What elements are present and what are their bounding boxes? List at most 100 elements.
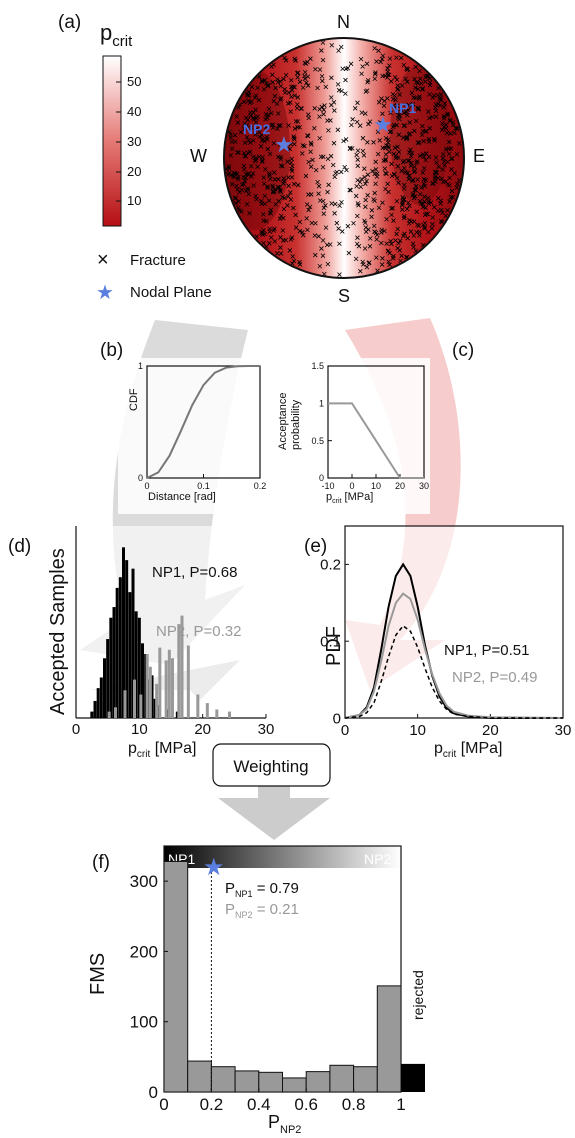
fracture-marker — [429, 226, 435, 231]
fracture-marker — [408, 153, 414, 159]
fracture-marker — [414, 80, 419, 85]
fracture-marker — [436, 196, 441, 201]
fracture-marker — [369, 214, 374, 220]
fracture-marker — [355, 100, 360, 106]
fracture-marker — [359, 71, 364, 77]
fracture-marker — [421, 222, 426, 228]
p-np1-text: PNP1 = 0.79 — [225, 880, 299, 899]
fracture-marker — [278, 251, 284, 256]
fracture-marker — [343, 91, 348, 96]
fracture-marker — [394, 175, 400, 181]
np2-bar — [171, 658, 174, 718]
fracture-marker — [445, 112, 451, 118]
fracture-marker — [420, 87, 425, 92]
fracture-marker — [454, 185, 460, 190]
fracture-marker — [305, 59, 310, 65]
fracture-marker — [273, 85, 278, 91]
panel-e-xlabel: pcrit [MPa] — [434, 740, 502, 760]
fracture-marker — [263, 166, 268, 172]
fracture-marker — [403, 76, 408, 82]
fracture-marker — [401, 196, 407, 202]
fracture-marker — [401, 215, 407, 221]
fracture-marker — [345, 65, 351, 71]
fracture-marker — [289, 175, 295, 180]
fracture-marker — [288, 190, 293, 195]
fracture-marker — [452, 171, 457, 176]
np2-bar — [186, 645, 190, 718]
fracture-marker — [399, 83, 405, 88]
fracture-marker — [450, 194, 455, 200]
fracture-marker — [313, 220, 318, 226]
fracture-marker — [321, 107, 327, 113]
colorbar-tick: 20 — [127, 164, 141, 179]
fracture-marker — [317, 135, 322, 141]
fracture-marker — [422, 183, 428, 189]
fracture-marker — [226, 164, 231, 169]
fracture-marker — [389, 173, 395, 179]
fracture-marker — [272, 177, 278, 182]
fracture-marker — [439, 219, 445, 225]
fracture-marker — [233, 195, 238, 200]
fracture-marker — [312, 252, 318, 258]
fracture-marker — [386, 72, 392, 78]
fracture-marker — [348, 61, 354, 67]
fracture-marker — [394, 198, 400, 204]
axes-frame — [344, 525, 564, 719]
fracture-marker — [420, 152, 426, 157]
fracture-marker — [261, 86, 267, 92]
panel-f-plot: 0 0.2 0.4 0.6 0.8 1 0 100 200 300 — [130, 845, 425, 1114]
fracture-marker — [430, 215, 435, 220]
fracture-marker — [366, 121, 371, 127]
fracture-marker — [397, 238, 403, 244]
fracture-marker — [229, 146, 235, 151]
fracture-marker — [417, 94, 422, 99]
fracture-marker — [292, 84, 297, 90]
fracture-marker — [387, 56, 393, 61]
fracture-marker — [323, 225, 329, 230]
fracture-marker — [275, 77, 280, 82]
fracture-marker — [276, 154, 281, 160]
weighting-box: Weighting — [212, 743, 331, 787]
fracture-marker — [395, 87, 400, 92]
fracture-marker — [322, 103, 327, 108]
fracture-marker — [392, 93, 397, 98]
fracture-marker — [426, 109, 431, 114]
fracture-marker — [333, 170, 338, 176]
fracture-marker — [385, 181, 390, 187]
fracture-marker — [383, 135, 389, 141]
fracture-marker — [293, 225, 299, 230]
panel-d-ylabel: Accepted Samples — [47, 548, 69, 715]
fracture-marker — [378, 59, 383, 65]
fracture-marker — [251, 115, 256, 120]
fracture-marker — [446, 139, 452, 145]
np1-bar — [128, 592, 132, 718]
y-tick-label: 0 — [319, 473, 324, 483]
fracture-marker — [265, 82, 271, 88]
fracture-marker — [299, 106, 304, 111]
np-gradient-bar — [164, 846, 401, 868]
fracture-marker — [379, 96, 384, 101]
fracture-marker — [259, 229, 265, 235]
fracture-marker — [384, 241, 389, 246]
fracture-marker — [303, 173, 309, 179]
fracture-marker — [417, 198, 423, 204]
fracture-marker — [413, 64, 418, 70]
np2-bar — [164, 660, 168, 718]
fracture-marker — [328, 153, 334, 159]
fracture-marker — [317, 263, 323, 269]
fracture-marker — [418, 201, 424, 206]
fracture-marker — [239, 182, 245, 187]
fracture-marker — [386, 137, 391, 142]
y-tick-label: 200 — [130, 942, 158, 961]
fracture-marker — [332, 201, 338, 207]
panel-d-label: (d) — [8, 536, 31, 557]
fracture-marker — [233, 171, 238, 176]
fracture-marker — [394, 231, 399, 237]
fracture-marker — [435, 208, 441, 214]
fracture-marker — [447, 175, 452, 181]
fracture-marker — [404, 109, 409, 115]
fracture-marker — [453, 125, 458, 131]
fracture-marker — [315, 179, 320, 185]
fracture-marker — [260, 79, 265, 84]
fracture-marker — [404, 134, 410, 140]
